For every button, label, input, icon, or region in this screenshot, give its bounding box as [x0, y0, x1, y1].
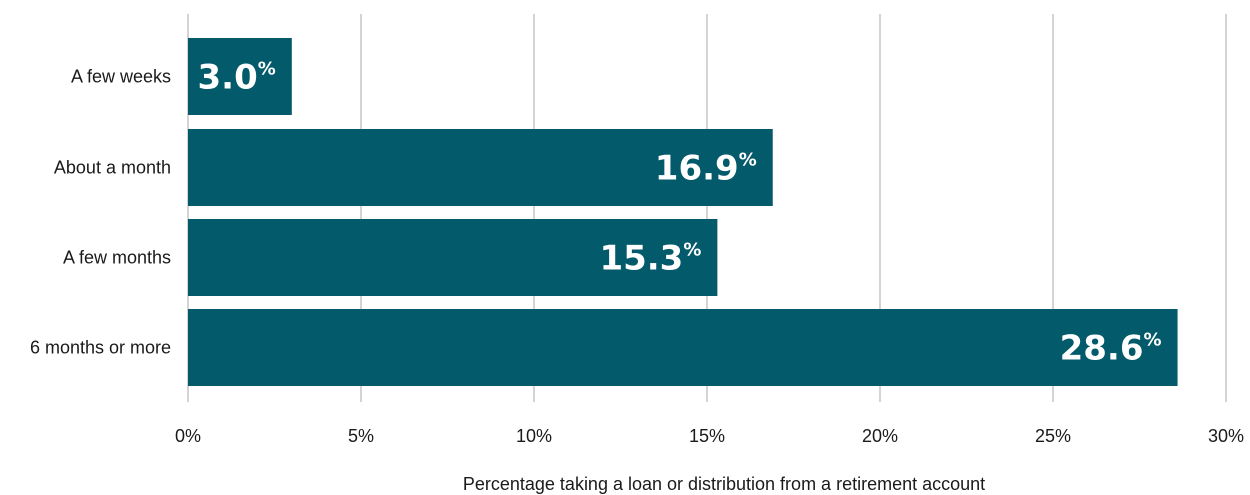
category-label: 6 months or more: [30, 338, 171, 358]
bar: [188, 219, 718, 296]
bars: 3.0% 16.9% 15.3% 28.6%: [188, 38, 1178, 386]
x-tick-label: 15%: [689, 426, 725, 446]
x-tick-label: 20%: [862, 426, 898, 446]
bar: [188, 129, 773, 206]
x-tick-label: 30%: [1208, 426, 1244, 446]
x-tick-label: 25%: [1035, 426, 1071, 446]
category-labels: A few weeks About a month A few months 6 mo…: [30, 67, 171, 358]
x-tick-label: 0%: [175, 426, 201, 446]
category-label: A few weeks: [71, 67, 171, 87]
category-label: A few months: [63, 248, 171, 268]
x-axis-title: Percentage taking a loan or distribution…: [463, 474, 985, 494]
bar-value-label: 3.0%: [198, 58, 276, 98]
x-tick-label: 10%: [516, 426, 552, 446]
category-label: About a month: [54, 158, 171, 178]
bar-value-label: 15.3%: [599, 239, 701, 279]
bar: [188, 309, 1178, 386]
x-tick-label: 5%: [348, 426, 374, 446]
bar-value-label: 16.9%: [655, 149, 757, 189]
bar: [188, 38, 292, 115]
x-tick-labels: 0% 5% 10% 15% 20% 25% 30%: [175, 426, 1244, 446]
bar-value-label: 28.6%: [1060, 329, 1162, 369]
gridlines: [187, 14, 1227, 402]
